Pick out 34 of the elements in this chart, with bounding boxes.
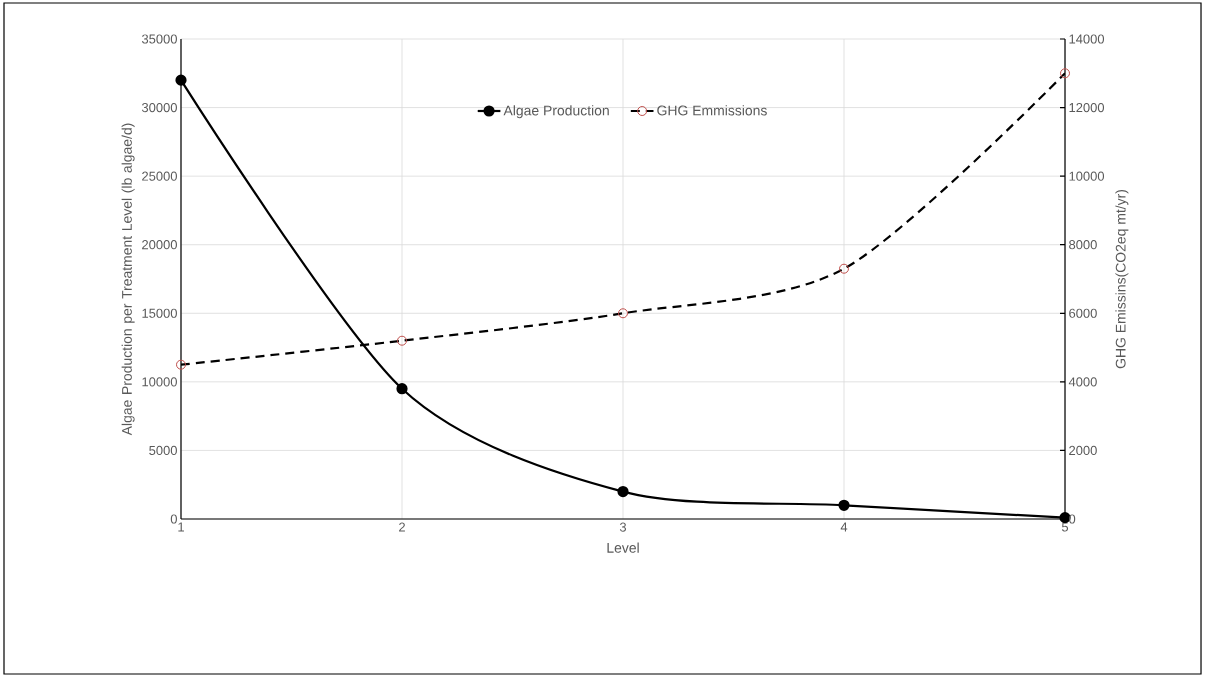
point (617, 485, 629, 498)
y-axis-title: Algae Production per Treatment Level (lb algae/d) (121, 123, 135, 436)
point (397, 335, 407, 346)
point (175, 74, 187, 86)
y2-tick-label: 0 (1069, 514, 1076, 524)
legend-label: GHG Emmissions (657, 105, 767, 116)
y-tick-label: 25000 (142, 171, 177, 181)
point (838, 499, 850, 511)
point (1060, 68, 1071, 79)
y2-tick-label: 10000 (1069, 171, 1105, 181)
y-tick-label: 20000 (142, 240, 177, 250)
y2-tick-label: 2000 (1069, 445, 1097, 456)
y-tick-label: 35000 (141, 34, 177, 44)
y2-tick-label: 6000 (1069, 308, 1097, 318)
point (176, 359, 186, 370)
y-tick-label: 0 (170, 514, 177, 524)
y2-tick-label: 8000 (1069, 240, 1097, 250)
y-tick-label: 10000 (142, 377, 177, 387)
x-tick-label: 4 (840, 522, 848, 532)
x-tick-label: 1 (178, 522, 184, 532)
point (839, 263, 850, 274)
x-tick-label: 2 (399, 522, 405, 532)
y2-tick-label: 4000 (1068, 377, 1097, 387)
y-tick-label: 15000 (142, 308, 177, 318)
y2-tick-label: 14000 (1069, 34, 1105, 44)
point (618, 308, 628, 319)
x-tick-label: 3 (619, 522, 627, 532)
point (396, 383, 408, 395)
y2-axis-title: GHG Emissins(CO2eq mt/yr) (1115, 189, 1129, 369)
legend-label: Algae Production (503, 105, 609, 119)
y-tick-label: 30000 (141, 102, 177, 113)
y2-tick-label: 12000 (1069, 102, 1105, 113)
x-axis-title: Level (607, 542, 639, 553)
y-tick-label: 5000 (149, 445, 177, 456)
